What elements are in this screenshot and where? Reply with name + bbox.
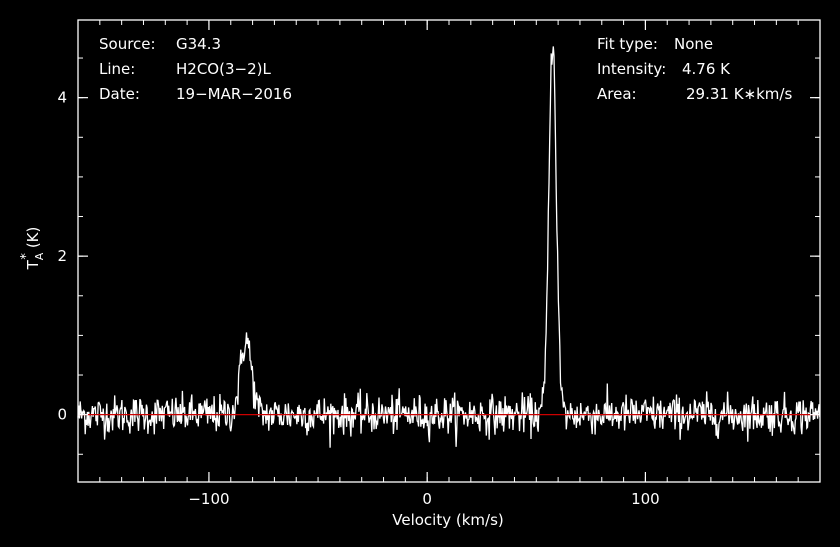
date-value: 19−MAR−2016 (176, 85, 292, 103)
date-label: Date: (99, 85, 140, 103)
x-tick-label: 100 (631, 490, 660, 508)
area-label: Area: (597, 85, 637, 103)
info-left: Source: G34.3 Line: H2CO(3−2)L Date: 19−… (99, 35, 292, 103)
y-axis-unit: (K) (24, 227, 42, 249)
y-tick-label: 0 (57, 406, 67, 424)
intensity-label: Intensity: (597, 60, 666, 78)
source-value: G34.3 (176, 35, 221, 53)
y-tick-label: 2 (57, 247, 67, 265)
fit-type-label: Fit type: (597, 35, 658, 53)
y-tick-label: 4 (57, 89, 67, 107)
line-label: Line: (99, 60, 135, 78)
y-axis-superscript: * (19, 253, 34, 260)
fit-type-value: None (674, 35, 713, 53)
x-tick-label: 0 (422, 490, 432, 508)
info-right: Fit type: None Intensity: 4.76 K Area: 2… (597, 35, 792, 103)
intensity-value: 4.76 K (682, 60, 731, 78)
x-axis-label: Velocity (km/s) (392, 511, 503, 529)
source-label: Source: (99, 35, 156, 53)
spectrum-line (77, 46, 821, 448)
y-axis-symbol: T (24, 259, 42, 270)
line-value: H2CO(3−2)L (176, 60, 271, 78)
x-tick-label: −100 (188, 490, 229, 508)
area-value: 29.31 K∗km/s (686, 85, 792, 103)
y-axis-subscript: A (33, 252, 46, 260)
y-axis-label: TA* (K) (19, 227, 46, 271)
plot-layer: −100 0 100 0 2 4 (57, 19, 821, 508)
svg-text:TA*(K): TA* (K) (19, 227, 46, 271)
